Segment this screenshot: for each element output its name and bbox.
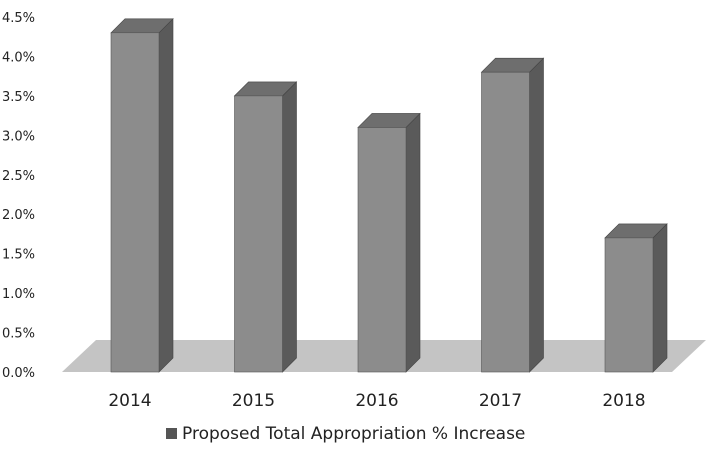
- bar-front: [604, 237, 654, 373]
- x-tick-label: 2018: [602, 391, 645, 411]
- y-tick-label: 4.0%: [2, 50, 35, 65]
- bar-side: [282, 81, 297, 373]
- bar-front: [110, 32, 160, 373]
- x-axis: 2014 2015 2016 2017 2018: [108, 391, 645, 411]
- bars-group: [110, 18, 668, 373]
- x-tick-label: 2014: [108, 391, 151, 411]
- bar: [357, 112, 421, 373]
- legend: Proposed Total Appropriation % Increase: [166, 424, 525, 444]
- y-tick-label: 1.5%: [2, 248, 35, 263]
- bar-side: [652, 223, 668, 373]
- bar-front: [234, 95, 283, 373]
- bar: [480, 57, 545, 373]
- legend-label: Proposed Total Appropriation % Increase: [182, 424, 525, 444]
- y-tick-label: 0.0%: [2, 366, 35, 381]
- bar: [110, 18, 174, 373]
- bar: [233, 81, 298, 373]
- bar-side: [158, 18, 174, 373]
- bar-front: [481, 71, 530, 373]
- y-tick-label: 2.0%: [2, 208, 35, 223]
- x-tick-label: 2015: [232, 391, 275, 411]
- y-axis: 0.0% 0.5% 1.0% 1.5% 2.0% 2.5% 3.0% 3.5% 4.0% 4.5%: [2, 11, 35, 381]
- bar-front: [357, 127, 407, 373]
- y-tick-label: 4.5%: [2, 11, 35, 26]
- x-tick-label: 2016: [355, 391, 398, 411]
- bar: [604, 223, 668, 373]
- y-tick-label: 3.0%: [2, 129, 35, 144]
- y-tick-label: 0.5%: [2, 327, 35, 342]
- y-tick-label: 3.5%: [2, 90, 35, 105]
- bar-side: [405, 112, 421, 373]
- y-tick-label: 2.5%: [2, 169, 35, 184]
- x-tick-label: 2017: [479, 391, 522, 411]
- bar-side: [529, 57, 544, 373]
- legend-marker: [166, 428, 177, 439]
- y-tick-label: 1.0%: [2, 287, 35, 302]
